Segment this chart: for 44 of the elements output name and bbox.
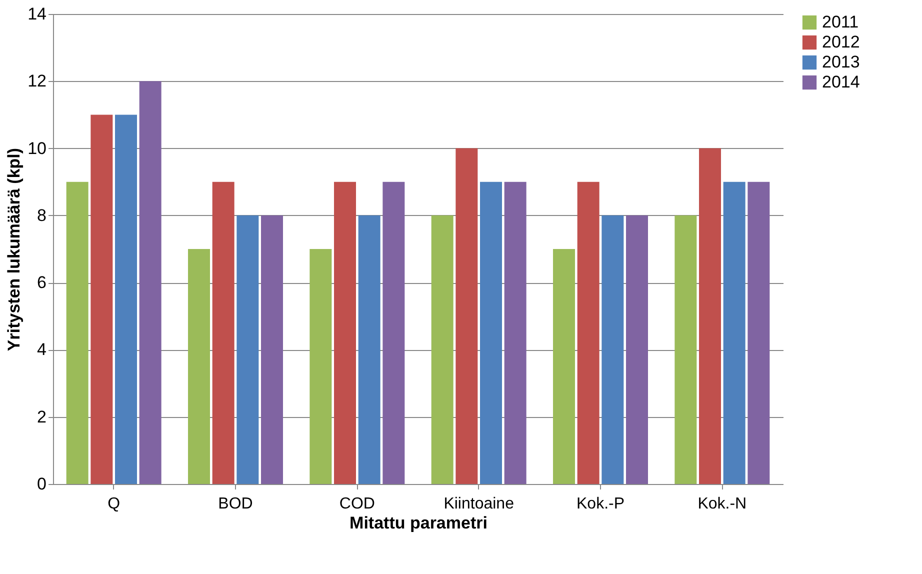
bar xyxy=(431,215,454,484)
y-tick-label: 14 xyxy=(28,4,46,24)
bar xyxy=(699,148,721,484)
x-tick-label: BOD xyxy=(218,496,253,512)
y-axis-title: Yritysten lukumäärä (kpl) xyxy=(4,148,24,352)
bar xyxy=(188,249,210,484)
legend-label: 2013 xyxy=(822,52,860,72)
y-tick-label: 2 xyxy=(37,407,46,426)
bar xyxy=(139,81,162,484)
bar xyxy=(261,215,283,484)
bar xyxy=(310,249,332,484)
bar xyxy=(382,182,405,484)
bar xyxy=(748,182,770,484)
y-tick-label: 8 xyxy=(37,206,46,225)
bar xyxy=(577,182,600,484)
y-tick-label: 4 xyxy=(37,340,46,360)
x-tick-label: Kiintoaine xyxy=(444,496,514,512)
bar xyxy=(236,215,259,484)
bar xyxy=(723,182,746,484)
bar xyxy=(66,182,88,484)
y-tick-label: 6 xyxy=(37,273,46,292)
bar xyxy=(674,215,697,484)
x-axis-title: Mitattu parametri xyxy=(350,514,488,532)
bar xyxy=(115,114,137,484)
bar xyxy=(334,182,356,484)
bar xyxy=(90,114,113,484)
x-tick-label: COD xyxy=(339,496,375,512)
bar xyxy=(626,215,648,484)
bar xyxy=(212,182,234,484)
bar xyxy=(358,215,380,484)
x-tick-label: Q xyxy=(108,496,120,512)
bar xyxy=(553,249,575,484)
bar xyxy=(480,182,502,484)
x-tick-label: Kok.-N xyxy=(698,496,747,512)
legend-label: 2012 xyxy=(822,32,860,52)
y-tick-label: 12 xyxy=(28,72,46,91)
x-tick-label: Kok.-P xyxy=(576,496,625,512)
bar xyxy=(456,148,478,484)
y-tick-label: 10 xyxy=(28,138,46,158)
bar xyxy=(504,182,526,484)
bar xyxy=(602,215,624,484)
legend-label: 2011 xyxy=(822,12,859,32)
legend-label: 2014 xyxy=(822,72,860,92)
y-tick-label: 0 xyxy=(37,474,46,494)
